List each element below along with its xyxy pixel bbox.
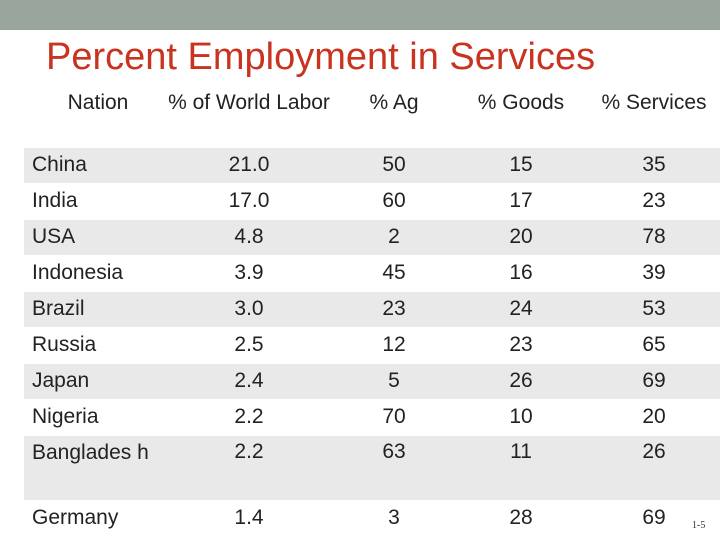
cell-ag: 12 (334, 327, 454, 364)
cell-services: 65 (588, 327, 720, 364)
cell-ag: 45 (334, 255, 454, 292)
header-row: Nation % of World Labor % Ag % Goods % S… (24, 85, 720, 148)
cell-goods: 23 (454, 327, 588, 364)
cell-ag: 2 (334, 219, 454, 256)
cell-world-labor: 2.5 (164, 327, 334, 364)
slide-title: Percent Employment in Services (46, 36, 596, 78)
cell-world-labor: 17.0 (164, 183, 334, 220)
table-row: Nigeria 2.2 70 10 20 (24, 399, 720, 436)
cell-nation: Russia (24, 327, 164, 364)
cell-ag: 63 (334, 435, 454, 501)
cell-goods: 26 (454, 363, 588, 400)
cell-ag: 50 (334, 147, 454, 184)
cell-world-labor: 2.2 (164, 435, 334, 501)
cell-ag: 60 (334, 183, 454, 220)
cell-nation: China (24, 147, 164, 184)
cell-nation: India (24, 183, 164, 220)
cell-services: 53 (588, 291, 720, 328)
cell-goods: 28 (454, 500, 588, 537)
table-row: USA 4.8 2 20 78 (24, 219, 720, 256)
table-row: Germany 1.4 3 28 69 (24, 500, 720, 537)
cell-world-labor: 3.0 (164, 291, 334, 328)
cell-world-labor: 1.4 (164, 500, 334, 537)
cell-goods: 17 (454, 183, 588, 220)
cell-world-labor: 2.4 (164, 363, 334, 400)
slide-number: 1-5 (692, 520, 706, 531)
header-world-labor: % of World Labor (164, 85, 334, 148)
cell-goods: 10 (454, 399, 588, 436)
cell-ag: 70 (334, 399, 454, 436)
title-area: Percent Employment in Services (24, 30, 720, 85)
cell-nation: Brazil (24, 291, 164, 328)
cell-goods: 24 (454, 291, 588, 328)
cell-ag: 3 (334, 500, 454, 537)
table-row: Russia 2.5 12 23 65 (24, 327, 720, 364)
cell-services: 35 (588, 147, 720, 184)
cell-goods: 11 (454, 435, 588, 501)
cell-world-labor: 4.8 (164, 219, 334, 256)
top-accent-bar (0, 0, 720, 30)
header-ag: % Ag (334, 85, 454, 148)
cell-world-labor: 2.2 (164, 399, 334, 436)
table-row: Indonesia 3.9 45 16 39 (24, 255, 720, 292)
cell-ag: 5 (334, 363, 454, 400)
cell-nation: Japan (24, 363, 164, 400)
employment-table: Nation % of World Labor % Ag % Goods % S… (24, 85, 720, 537)
table-row: India 17.0 60 17 23 (24, 183, 720, 220)
cell-goods: 16 (454, 255, 588, 292)
cell-ag: 23 (334, 291, 454, 328)
table-row: China 21.0 50 15 35 (24, 147, 720, 184)
cell-nation: Banglades h (24, 435, 164, 501)
header-nation: Nation (24, 85, 164, 148)
table-row: Japan 2.4 5 26 69 (24, 363, 720, 400)
cell-nation: Indonesia (24, 255, 164, 292)
cell-services: 69 (588, 500, 720, 537)
header-goods: % Goods (454, 85, 588, 148)
cell-services: 78 (588, 219, 720, 256)
cell-services: 26 (588, 435, 720, 501)
cell-nation: Germany (24, 500, 164, 537)
cell-goods: 15 (454, 147, 588, 184)
header-services: % Services (588, 85, 720, 148)
cell-nation: USA (24, 219, 164, 256)
cell-goods: 20 (454, 219, 588, 256)
cell-world-labor: 21.0 (164, 147, 334, 184)
cell-nation: Nigeria (24, 399, 164, 436)
cell-world-labor: 3.9 (164, 255, 334, 292)
table-row: Banglades h 2.2 63 11 26 (24, 435, 720, 501)
cell-services: 69 (588, 363, 720, 400)
table-row: Brazil 3.0 23 24 53 (24, 291, 720, 328)
cell-services: 20 (588, 399, 720, 436)
cell-services: 39 (588, 255, 720, 292)
cell-services: 23 (588, 183, 720, 220)
